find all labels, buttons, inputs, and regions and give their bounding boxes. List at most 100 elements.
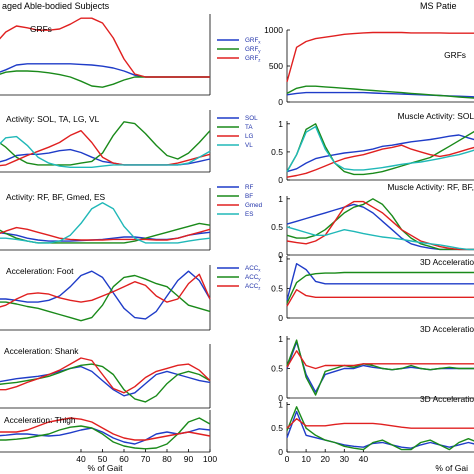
panel-r5: 0 0.5 1 3D Acceleratio (271, 324, 474, 403)
legend-label-text: TA (245, 124, 253, 131)
series-line-3 (0, 202, 211, 244)
legend: SOL TA LG VL (217, 115, 258, 149)
legend-label-subscript: x (258, 268, 261, 273)
right-x-axis-label: % of Gai (435, 463, 468, 473)
x-tick-label: 50 (98, 454, 108, 464)
y-tick-label: 1 (278, 254, 283, 264)
series-line-2 (0, 17, 210, 78)
series-line-1 (286, 198, 474, 251)
y-tick-label: 0.5 (271, 147, 283, 157)
series-line-1 (286, 123, 474, 176)
panel-title: Muscle Activity: RF, BF, (387, 182, 474, 192)
x-tick-label: 70 (141, 454, 151, 464)
series-line-2 (0, 129, 211, 167)
y-tick-label: 1000 (264, 25, 283, 35)
legend-label: VL (245, 142, 253, 149)
series-line-2 (286, 31, 474, 82)
panel-title: 3D Acceleratio (420, 394, 474, 404)
panel-title: Acceleration: Thigh (4, 415, 76, 425)
panel-l5: Acceleration: Shank (0, 344, 211, 409)
series-line-0 (286, 263, 474, 301)
legend-label: GRFy (245, 46, 261, 54)
y-tick-label: 500 (269, 61, 283, 71)
panel-r4: 0 0.5 1 3D Acceleratio (271, 254, 474, 323)
y-tick-label: 0.5 (271, 222, 283, 232)
panel-title: Activity: SOL, TA, LG, VL (6, 114, 100, 124)
series-line-0 (0, 365, 211, 397)
panel-title: GRFs (30, 24, 52, 34)
x-tick-label: 20 (320, 454, 330, 464)
legend-label-text: GRF (245, 37, 258, 44)
series-line-1 (286, 406, 474, 451)
legend-label: TA (245, 124, 253, 131)
legend: RF BF Gmed ES (217, 184, 263, 218)
legend-label: Gmed (245, 202, 263, 209)
left-figure-title: aged Able-bodied Subjects (2, 1, 110, 11)
legend-label-text: VL (245, 142, 253, 149)
x-tick-label: 60 (119, 454, 129, 464)
series-line-1 (286, 339, 474, 396)
series-line-2 (0, 357, 211, 394)
legend-label-subscript: y (258, 277, 261, 282)
x-tick-label: 30 (340, 454, 350, 464)
legend-label-text: Gmed (245, 202, 263, 209)
legend-label-subscript: y (258, 49, 261, 54)
series-line-3 (286, 125, 474, 172)
legend-label-text: ACC (245, 265, 259, 272)
legend-label-text: BF (245, 193, 253, 200)
legend-label-subscript: z (258, 58, 261, 63)
series-line-1 (0, 121, 211, 166)
panel-l6: 40 50 60 70 80 90 100 Acceleration: Thigh (0, 410, 217, 464)
series-line-0 (0, 427, 211, 445)
series-line-3 (286, 226, 474, 251)
y-tick-label: 0.5 (271, 423, 283, 433)
panel-title: Acceleration: Shank (4, 346, 79, 356)
series-line-2 (286, 200, 474, 251)
panel-title: Muscle Activity: SOL (398, 111, 474, 121)
series-line-1 (286, 271, 474, 304)
panel-title: 3D Acceleratio (420, 324, 474, 334)
legend-label: ACCz (245, 283, 261, 291)
legend-label: ACCx (245, 265, 261, 273)
x-tick-label: 40 (359, 454, 369, 464)
legend-label-text: LG (245, 133, 254, 140)
y-tick-label: 0.5 (271, 283, 283, 293)
legend-label: GRFz (245, 55, 261, 63)
x-tick-label: 90 (184, 454, 194, 464)
series-line-2 (286, 144, 474, 178)
left-x-axis-label: % of Gait (88, 463, 124, 473)
legend-label: BF (245, 193, 253, 200)
y-tick-label: 0 (278, 393, 283, 403)
legend-label: LG (245, 133, 254, 140)
x-tick-label: 80 (162, 454, 172, 464)
legend-label-text: ACC (245, 274, 259, 281)
panel-title: Activity: RF, BF, Gmed, ES (6, 192, 106, 202)
legend-label-text: GRF (245, 55, 258, 62)
series-line-2 (286, 350, 474, 370)
y-tick-label: 1 (278, 119, 283, 129)
legend-label-text: SOL (245, 115, 258, 122)
legend-label: ES (245, 211, 253, 218)
series-line-1 (0, 417, 211, 450)
series-line-0 (286, 134, 474, 173)
panel-l3: Activity: RF, BF, Gmed, ES RF BF Gmed ES (0, 184, 263, 251)
y-tick-label: 0.5 (271, 363, 283, 373)
series-line-0 (0, 270, 211, 320)
legend-label-subscript: z (258, 286, 261, 291)
y-tick-label: 1 (278, 334, 283, 344)
panel-title: GRFs (444, 50, 466, 60)
x-tick-label: 0 (285, 454, 290, 464)
legend-label-text: RF (245, 184, 254, 191)
series-line-3 (0, 135, 211, 169)
panel-title: Acceleration: Foot (6, 266, 74, 276)
legend-label: GRFx (245, 37, 261, 45)
series-line-2 (286, 289, 474, 307)
y-tick-label: 0 (278, 175, 283, 185)
panel-r1: 0 500 1000 GRFs (264, 25, 474, 107)
series-line-1 (286, 85, 474, 99)
